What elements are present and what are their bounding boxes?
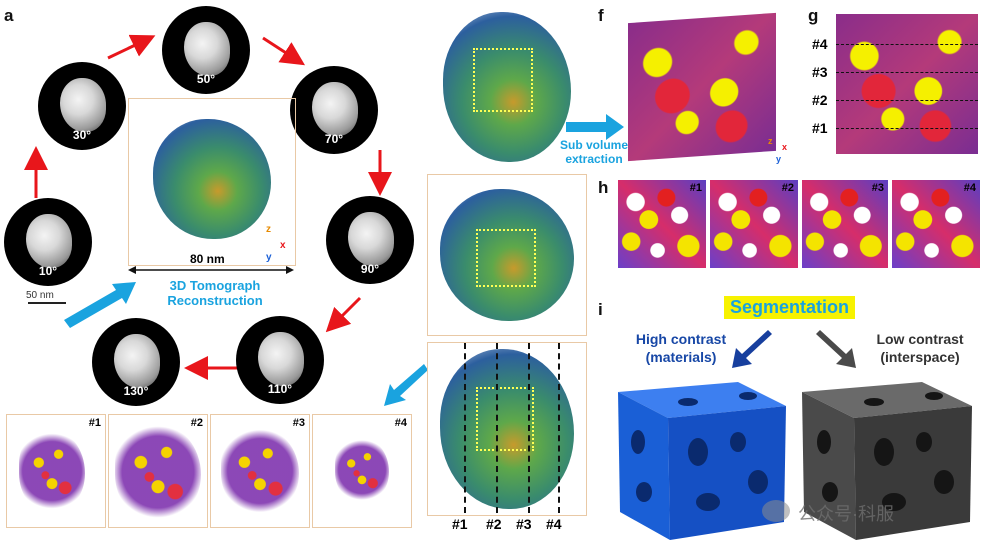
e-slice-1: #1 — [6, 414, 106, 528]
e-slice-4: #4 — [312, 414, 412, 528]
h-slice-2: #2 — [710, 180, 798, 268]
f-axis-y: y — [776, 154, 782, 164]
segmented-interspace-cube — [802, 382, 972, 540]
g-label-3: #3 — [812, 64, 828, 80]
scale-bar-label: 50 nm — [26, 290, 54, 301]
tilt-image-110: 110° — [236, 316, 324, 404]
e-slice-3: #3 — [210, 414, 310, 528]
h-slice-4: #4 — [892, 180, 980, 268]
h-slice-3: #3 — [802, 180, 888, 268]
subvolume-label: Sub volume extraction — [559, 138, 628, 166]
reconstruction-box — [128, 98, 296, 266]
d-slice-label-4: #4 — [546, 516, 562, 532]
tilt-image-30: 30° — [38, 62, 126, 150]
segmented-materials-cube — [618, 382, 786, 540]
g-label-1: #1 — [812, 120, 828, 136]
tilt-series-arrows — [24, 34, 392, 380]
blue-arrow-subvolume — [566, 114, 624, 140]
scale-bar — [28, 302, 66, 304]
d-slice-label-1: #1 — [452, 516, 468, 532]
slice-line-1 — [464, 343, 466, 513]
panel-b-view — [427, 4, 585, 168]
d-slice-label-3: #3 — [516, 516, 532, 532]
arrow-low-contrast — [816, 330, 856, 368]
axis-x: x — [280, 240, 286, 251]
arrow-high-contrast — [732, 330, 772, 368]
subvolume-box-b — [473, 48, 533, 112]
dimension-arrow — [128, 266, 294, 274]
panel-d-view — [427, 342, 587, 516]
watermark-text: 公众号·科服 — [798, 504, 894, 524]
panel-label-g: g — [808, 6, 819, 25]
g-label-4: #4 — [812, 36, 828, 52]
low-contrast-label: Low contrast (interspace) — [876, 331, 964, 365]
slice-line-3 — [528, 343, 530, 513]
d-slice-label-2: #2 — [486, 516, 502, 532]
panel-label-a: a — [4, 6, 14, 25]
reconstruction-label: 3D Tomograph Reconstruction — [167, 278, 263, 308]
subvolume-box-d — [476, 387, 534, 451]
tomogram-volume — [153, 119, 271, 239]
tilt-image-70: 70° — [290, 66, 378, 154]
subvolume-cube — [628, 12, 776, 162]
tilt-image-130: 130° — [92, 318, 180, 406]
g-side-view — [836, 14, 978, 154]
slice-line-2 — [496, 343, 498, 513]
box-size-label: 80 nm — [190, 252, 225, 266]
subvolume-box-c — [476, 229, 536, 287]
tilt-image-10: 10° — [4, 198, 92, 286]
f-axis-z: z — [768, 136, 773, 146]
panel-label-h: h — [598, 178, 609, 197]
axis-y: y — [266, 252, 272, 263]
blue-arrow-d-to-e — [384, 364, 428, 406]
e-slice-2: #2 — [108, 414, 208, 528]
g-label-2: #2 — [812, 92, 828, 108]
f-axis-x: x — [782, 142, 788, 152]
slice-line-4 — [558, 343, 560, 513]
tilt-image-50: 50° — [162, 6, 250, 94]
segmentation-title: Segmentation — [724, 296, 856, 319]
panel-c-view — [427, 174, 587, 336]
h-slice-1: #1 — [618, 180, 706, 268]
high-contrast-label: High contrast (materials) — [635, 331, 727, 365]
panel-label-i: i — [598, 300, 603, 319]
axis-z: z — [266, 224, 271, 235]
tilt-image-90: 90° — [326, 196, 414, 284]
wechat-icon — [762, 500, 790, 522]
blue-arrow-a — [64, 282, 136, 328]
panel-label-f: f — [598, 6, 604, 25]
